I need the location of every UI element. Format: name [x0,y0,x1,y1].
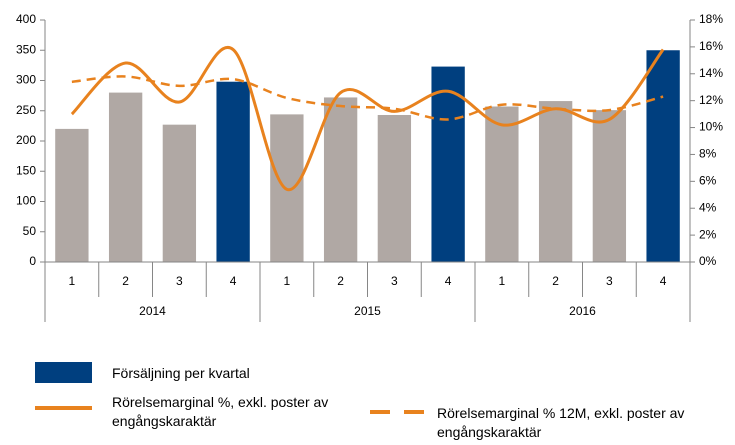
x-tick-label: 1 [284,274,291,288]
y-tick-label: 350 [16,42,36,56]
bar [485,106,519,262]
line [71,75,664,121]
y-tick-label: 100 [16,194,36,208]
line [70,46,665,191]
x-tick-label: 1 [69,274,76,288]
bar [55,128,89,262]
x-tick-label: 3 [391,274,398,288]
y2-tick-label: 14% [699,66,723,80]
bar [646,50,680,262]
x-tick-label: 4 [660,274,667,288]
y2-tick-label: 4% [699,200,717,214]
legend-swatch [35,362,92,383]
y2-tick-label: 2% [699,227,717,241]
y-tick-label: 300 [16,73,36,87]
y2-tick-label: 6% [699,174,717,188]
y2-tick-label: 16% [699,39,723,53]
y-tick-label: 200 [16,133,36,147]
legend-label: Rörelsemarginal %, exkl. poster av engån… [112,394,329,429]
group-label: 2014 [139,304,166,318]
y2-tick-label: 8% [699,147,717,161]
y-tick-label: 50 [23,224,37,238]
y-tick-label: 150 [16,163,36,177]
legend-label: Rörelsemarginal % 12M, exkl. poster av e… [437,405,685,440]
y-tick-label: 250 [16,103,36,117]
y2-tick-label: 18% [699,12,723,26]
x-tick-label: 2 [122,274,129,288]
bar [162,124,197,262]
x-tick-label: 2 [337,274,344,288]
x-tick-label: 4 [230,274,237,288]
x-tick-label: 2 [552,274,559,288]
bar [431,66,465,263]
bar [592,110,627,263]
bar [216,81,250,263]
bar [538,101,573,262]
group-label: 2015 [354,304,381,318]
legend-label: Försäljning per kvartal [112,365,250,381]
x-tick-label: 4 [445,274,452,288]
y-tick-label: 400 [16,12,36,26]
y2-tick-label: 0% [699,254,717,268]
x-tick-label: 3 [606,274,613,288]
y2-tick-label: 12% [699,93,723,107]
y-tick-label: 0 [29,254,36,268]
bar [323,97,358,262]
bar [377,114,412,262]
y2-tick-label: 10% [699,120,723,134]
x-tick-label: 1 [499,274,506,288]
x-tick-label: 3 [176,274,183,288]
bar [108,92,143,262]
group-label: 2016 [569,304,596,318]
